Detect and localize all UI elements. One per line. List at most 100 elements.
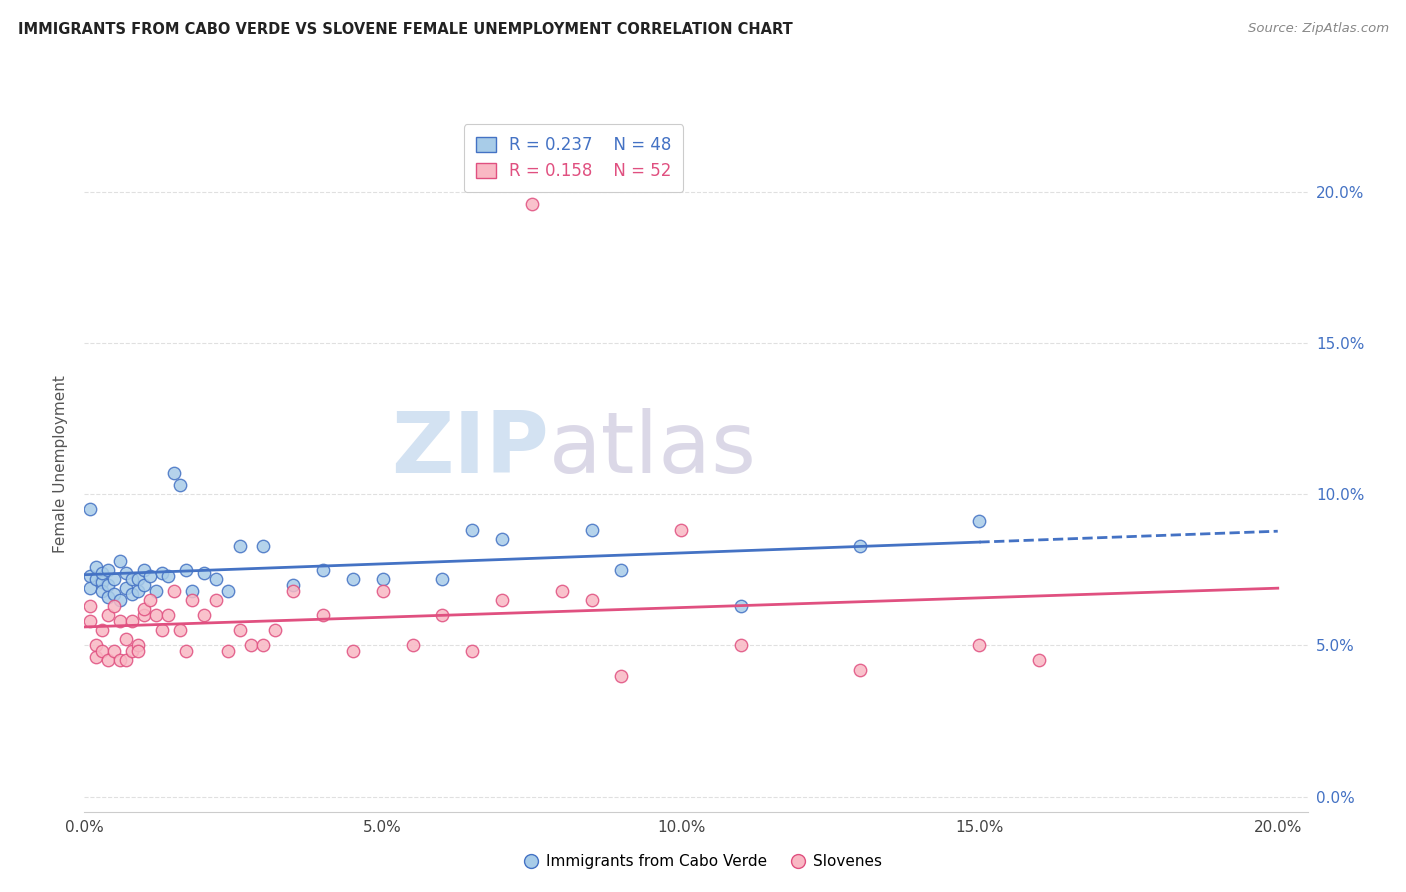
Point [401,638,423,652]
Point [461,524,484,538]
Point [193,608,215,623]
Point [115,653,138,667]
Point [97,590,120,604]
Point [491,593,513,607]
Point [283,583,305,598]
Point [1028,653,1050,667]
Point [156,568,179,582]
Point [610,563,633,577]
Point [132,602,155,616]
Point [103,572,125,586]
Point [79,614,101,628]
Point [132,608,155,623]
Point [91,566,114,580]
Legend: R = 0.237    N = 48, R = 0.158    N = 52: R = 0.237 N = 48, R = 0.158 N = 52 [464,124,683,192]
Point [240,638,263,652]
Point [342,572,364,586]
Point [849,663,872,677]
Point [108,554,131,568]
Point [108,593,131,607]
Point [252,539,274,553]
Point [121,644,143,658]
Point [730,638,752,652]
Point [174,563,197,577]
Point [371,572,394,586]
Point [91,624,114,638]
Point [228,624,250,638]
Point [461,644,484,658]
Point [132,578,155,592]
Point [156,608,179,623]
Point [121,614,143,628]
Point [84,638,107,652]
Point [730,599,752,613]
Point [432,608,454,623]
Point [145,608,167,623]
Legend: Immigrants from Cabo Verde, Slovenes: Immigrants from Cabo Verde, Slovenes [517,848,889,875]
Point [103,644,125,658]
Point [312,563,335,577]
Point [139,593,162,607]
Point [669,524,692,538]
Point [121,587,143,601]
Point [121,572,143,586]
Point [551,583,574,598]
Point [103,599,125,613]
Point [491,533,513,547]
Point [127,583,149,598]
Point [228,539,250,553]
Point [581,593,603,607]
Text: ZIP: ZIP [391,409,550,491]
Point [217,644,239,658]
Text: IMMIGRANTS FROM CABO VERDE VS SLOVENE FEMALE UNEMPLOYMENT CORRELATION CHART: IMMIGRANTS FROM CABO VERDE VS SLOVENE FE… [18,22,793,37]
Point [204,572,226,586]
Text: Source: ZipAtlas.com: Source: ZipAtlas.com [1249,22,1389,36]
Point [969,514,991,528]
Y-axis label: Female Unemployment: Female Unemployment [53,375,69,553]
Point [180,583,202,598]
Point [108,653,131,667]
Point [264,624,287,638]
Point [115,581,138,595]
Point [180,593,202,607]
Point [127,572,149,586]
Point [84,572,107,586]
Point [97,653,120,667]
Point [163,583,186,598]
Point [849,539,872,553]
Point [103,587,125,601]
Point [432,572,454,586]
Point [79,502,101,516]
Point [79,599,101,613]
Point [91,574,114,589]
Point [115,566,138,580]
Point [84,559,107,574]
Text: atlas: atlas [550,409,758,491]
Point [150,566,173,580]
Point [127,644,149,658]
Point [169,478,191,492]
Point [97,563,120,577]
Point [312,608,335,623]
Point [581,524,603,538]
Point [520,196,543,211]
Point [150,624,173,638]
Point [127,638,149,652]
Point [97,578,120,592]
Point [193,566,215,580]
Point [115,632,138,647]
Point [969,638,991,652]
Point [163,466,186,480]
Point [371,583,394,598]
Point [139,568,162,582]
Point [108,614,131,628]
Point [79,581,101,595]
Point [79,568,101,582]
Point [169,624,191,638]
Point [342,644,364,658]
Point [84,650,107,665]
Point [610,668,633,682]
Point [204,593,226,607]
Point [145,583,167,598]
Point [217,583,239,598]
